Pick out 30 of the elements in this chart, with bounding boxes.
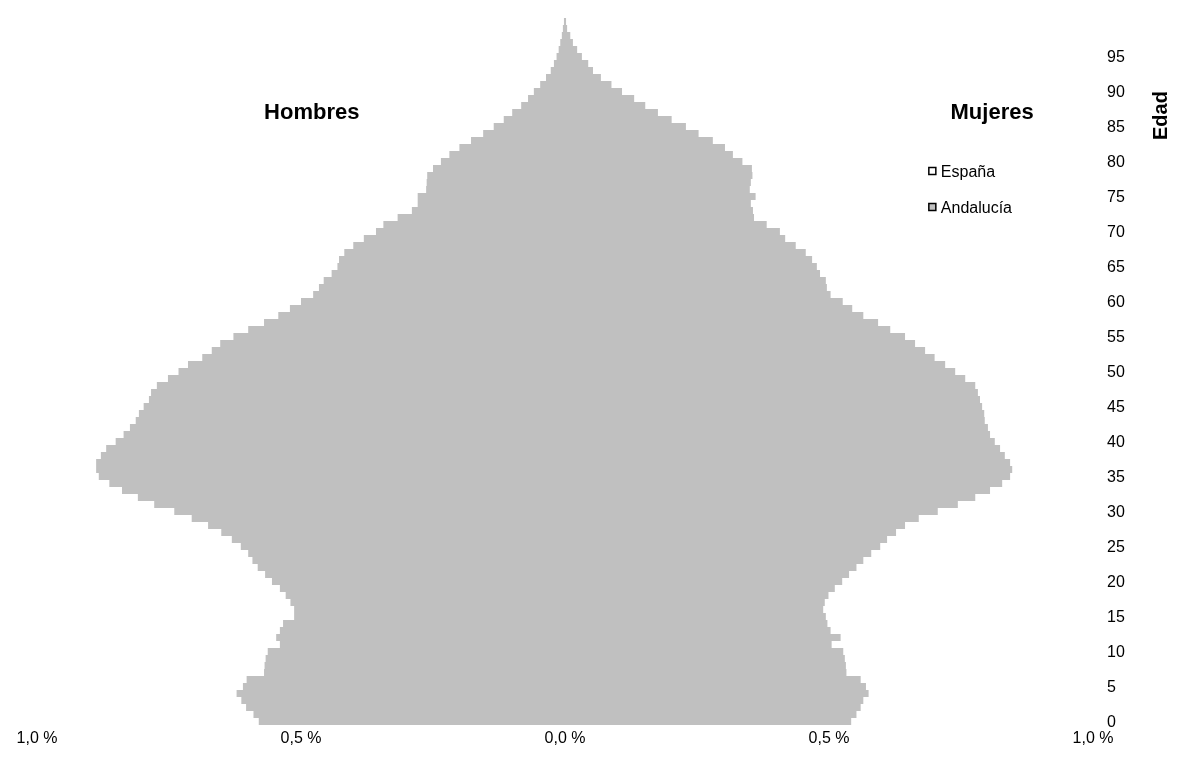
y-tick-label: 95 (1107, 48, 1125, 65)
y-tick-label: 15 (1107, 608, 1125, 625)
y-tick-label: 0 (1107, 713, 1116, 730)
y-tick-label: 45 (1107, 398, 1125, 415)
y-tick-label: 70 (1107, 223, 1125, 240)
y-tick-label: 25 (1107, 538, 1125, 555)
annotation: Hombres (264, 98, 360, 124)
x-tick-label: 1,0 % (16, 728, 58, 746)
y-tick-label: 90 (1107, 83, 1125, 100)
y-tick-label: 55 (1107, 328, 1125, 345)
x-tick-label: 1,0 % (1072, 728, 1114, 746)
y-axis-title: Edad (1149, 91, 1171, 140)
y-tick-label: 35 (1107, 468, 1125, 485)
y-tick-label: 20 (1107, 573, 1125, 590)
y-tick-label: 10 (1107, 643, 1125, 660)
y-tick-label: 65 (1107, 258, 1125, 275)
legend-label: España (940, 162, 996, 180)
y-tick-label: 30 (1107, 503, 1125, 520)
y-tick-label: 60 (1107, 293, 1125, 310)
y-tick-label: 5 (1107, 678, 1116, 695)
y-tick-label: 40 (1107, 433, 1125, 450)
annotation: Mujeres (950, 98, 1034, 124)
x-tick-label: 0,0 % (544, 728, 586, 746)
y-tick-label: 80 (1107, 153, 1125, 170)
y-tick-label: 85 (1107, 118, 1125, 135)
x-tick-label: 0,5 % (808, 728, 850, 746)
y-tick-label: 50 (1107, 363, 1125, 380)
x-tick-label: 0,5 % (280, 728, 322, 746)
y-tick-label: 75 (1107, 188, 1125, 205)
legend-label: Andalucía (940, 198, 1013, 216)
